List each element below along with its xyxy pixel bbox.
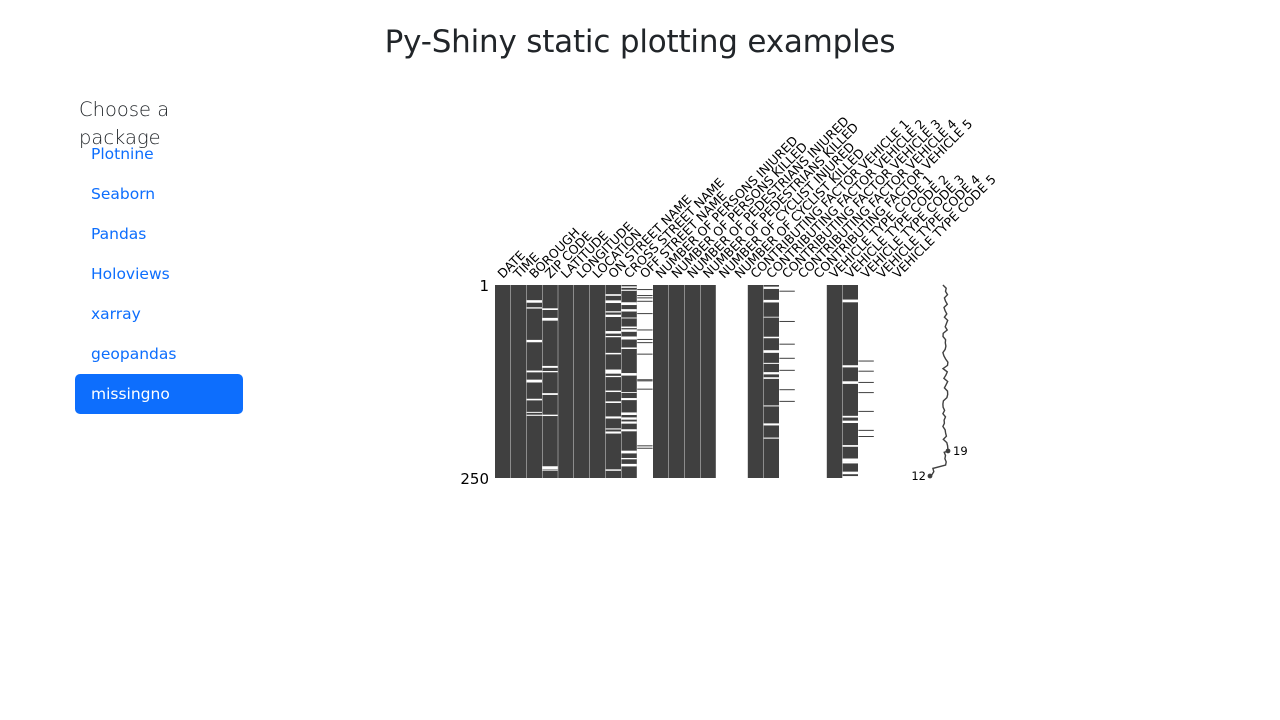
- matrix-column-location: [589, 285, 606, 478]
- matrix-column-number-of-pedestrians-injured: [684, 285, 700, 478]
- nav-item-seaborn[interactable]: Seaborn: [91, 185, 156, 203]
- matrix-column-number-of-pedestrians-killed: [700, 285, 716, 478]
- row-tick-top: 1: [479, 277, 489, 295]
- matrix-column-latitude: [558, 285, 574, 478]
- nav-item-pandas[interactable]: Pandas: [91, 225, 147, 243]
- matrix-column-contributing-factor-vehicle-3: [779, 290, 795, 402]
- nav-item-xarray[interactable]: xarray: [91, 305, 141, 323]
- matrix-column-vehicle-type-code-1: [826, 285, 843, 478]
- matrix-column-vehicle-type-code-3: [858, 360, 874, 438]
- nav-item-plotnine[interactable]: Plotnine: [91, 145, 154, 163]
- matrix-column-number-of-persons-injured: [653, 285, 669, 478]
- matrix-column-longitude: [574, 285, 590, 478]
- matrix-column-on-street-name: [605, 285, 621, 478]
- nav-item-holoviews[interactable]: Holoviews: [91, 265, 170, 283]
- matrix-column-off-street-name: [637, 289, 653, 449]
- matrix-column-time: [510, 285, 527, 478]
- sparkline-min-marker: [927, 473, 933, 479]
- package-nav: Plotnine Seaborn Pandas Holoviews xarray geop…: [75, 134, 243, 414]
- sidebar: Choose a package Plotnine Seaborn Pandas Ho…: [75, 96, 243, 414]
- sidebar-heading: Choose a package: [79, 98, 170, 149]
- sparkline-max-marker: [945, 448, 951, 454]
- matrix-column-date: [495, 285, 511, 478]
- matrix-column-contributing-factor-vehicle-2: [763, 285, 779, 478]
- missingno-matrix-plot: DATE TIME BOROUGH ZIP CODE LATITUDE LONGITUDE…: [440, 96, 1060, 496]
- nav-item-geopandas[interactable]: geopandas: [91, 345, 177, 363]
- matrix-column-cross-street-name: [621, 285, 637, 478]
- row-completeness-sparkline: [929, 284, 949, 477]
- nav-item-missingno[interactable]: missingno: [75, 374, 243, 414]
- sparkline-min-label: 12: [911, 469, 926, 483]
- row-tick-bottom: 250: [460, 470, 489, 488]
- sparkline-max-label: 19: [953, 444, 968, 458]
- matrix-column-vehicle-type-code-2: [842, 285, 858, 479]
- matrix-column-contributing-factor-vehicle-1: [747, 285, 764, 478]
- matrix-column-number-of-persons-killed: [668, 285, 685, 478]
- page-title: Py-Shiny static plotting examples: [384, 24, 896, 60]
- matrix-column-borough: [526, 285, 542, 478]
- matrix-column-zip-code: [542, 285, 558, 478]
